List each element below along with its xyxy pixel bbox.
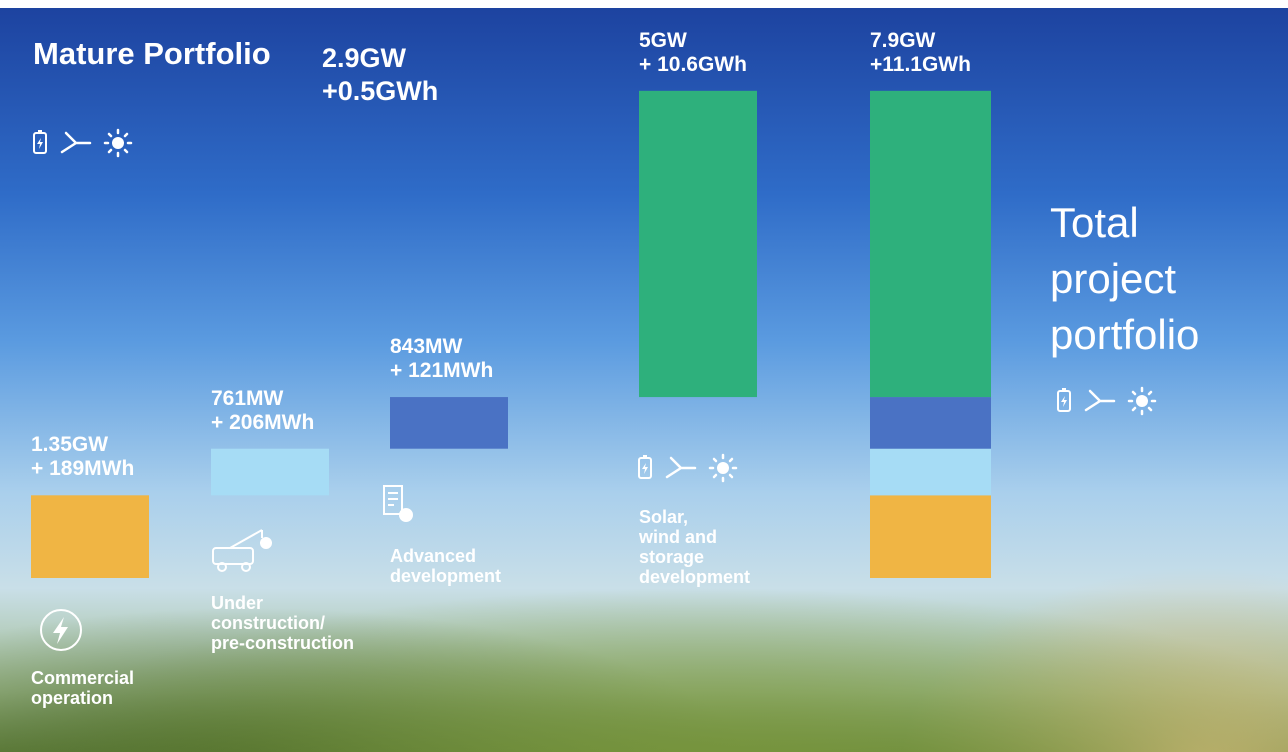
icons-battery-wind-sun (1056, 386, 1157, 416)
category-label: Commercial operation (31, 668, 135, 708)
bar (211, 448, 329, 496)
value-label: 761MW + 206MWh (211, 386, 315, 434)
bar (639, 90, 757, 398)
top-strip (0, 0, 1288, 8)
icon-crane-truck (212, 529, 272, 572)
total-segment (870, 495, 991, 578)
total-segment (870, 448, 991, 496)
total-label: 7.9GW +11.1GWh (870, 28, 971, 76)
total-segment (870, 90, 991, 398)
icons-battery-wind-sun (32, 128, 133, 158)
icon-document (383, 485, 413, 522)
category-label: Under construction/ pre-construction (211, 593, 355, 653)
annotation: 2.9GW +0.5GWh (322, 43, 439, 106)
value-label: 843MW + 121MWh (390, 335, 494, 383)
icons-battery-wind-sun (637, 453, 738, 483)
total-segment (870, 397, 991, 449)
icon-lightning (40, 609, 82, 651)
bar (31, 495, 149, 578)
value-label: 5GW + 10.6GWh (639, 28, 747, 76)
category-label: Solar, wind and storage development (639, 507, 751, 587)
title: Mature Portfolio (33, 36, 271, 71)
value-label: 1.35GW + 189MWh (31, 433, 135, 481)
total-title: Total project portfolio (1050, 199, 1200, 358)
bar (390, 397, 508, 449)
category-label: Advanced development (390, 546, 502, 586)
